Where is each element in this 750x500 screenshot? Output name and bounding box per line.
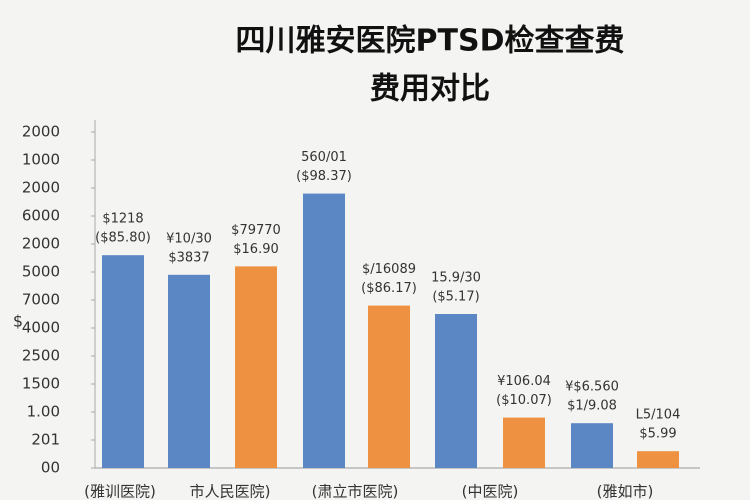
y-tick-label: 1500 <box>22 375 60 393</box>
value-annotation: $16.90 <box>233 242 279 257</box>
y-tick-label: 1000 <box>22 151 60 169</box>
bar <box>435 314 477 468</box>
x-tick-label: (中医院) <box>462 483 519 500</box>
bar <box>571 423 613 468</box>
value-annotation: $5.99 <box>639 427 676 442</box>
value-annotation: ¥106.04 <box>497 374 551 389</box>
value-annotation: 15.9/30 <box>431 271 481 286</box>
bar <box>368 305 410 468</box>
y-tick-label: 2000 <box>22 123 60 141</box>
bar <box>503 417 545 468</box>
chart-title: 四川雅安医院PTSD检查查费 <box>236 24 625 59</box>
value-annotation: $3837 <box>168 250 209 265</box>
bar <box>303 193 345 468</box>
y-tick-label: 4000 <box>22 319 60 337</box>
value-annotation: ¥10/30 <box>166 231 212 246</box>
bar <box>637 451 679 468</box>
value-annotation: 560/01 <box>301 150 347 165</box>
value-annotation: $79770 <box>231 223 281 238</box>
bar <box>235 266 277 468</box>
y-tick-label: 2500 <box>22 347 60 365</box>
value-annotation: L5/104 <box>636 408 681 423</box>
y-tick-label: 201 <box>31 431 60 449</box>
x-tick-label: (雅训医院) <box>84 483 156 500</box>
x-tick-label: (肃立市医院) <box>312 483 399 500</box>
value-annotation: ($85.80) <box>95 231 151 246</box>
value-annotation: ¥$6.560 <box>565 380 619 395</box>
y-tick-label: 7000 <box>22 291 60 309</box>
bar <box>102 255 144 468</box>
x-tick-label: 市人民医院) <box>190 483 271 500</box>
y-tick-label: 1.00 <box>27 403 60 421</box>
x-tick-label: (雅如市) <box>597 483 654 500</box>
y-tick-label: 2000 <box>22 235 60 253</box>
y-axis-label: $ <box>13 312 23 331</box>
bar <box>168 274 210 468</box>
y-tick-label: 6000 <box>22 207 60 225</box>
y-tick-label: 2000 <box>22 179 60 197</box>
value-annotation: $1218 <box>102 212 143 227</box>
y-tick-label: 5000 <box>22 263 60 281</box>
y-tick-label: 00 <box>41 459 60 477</box>
value-annotation: ($86.17) <box>361 281 417 296</box>
value-annotation: $1/9.08 <box>567 399 617 414</box>
value-annotation: ($5.17) <box>432 290 479 305</box>
value-annotation: ($98.37) <box>296 169 352 184</box>
value-annotation: $/16089 <box>362 262 416 277</box>
chart-title: 费用对比 <box>370 72 490 107</box>
value-annotation: ($10.07) <box>496 393 552 408</box>
